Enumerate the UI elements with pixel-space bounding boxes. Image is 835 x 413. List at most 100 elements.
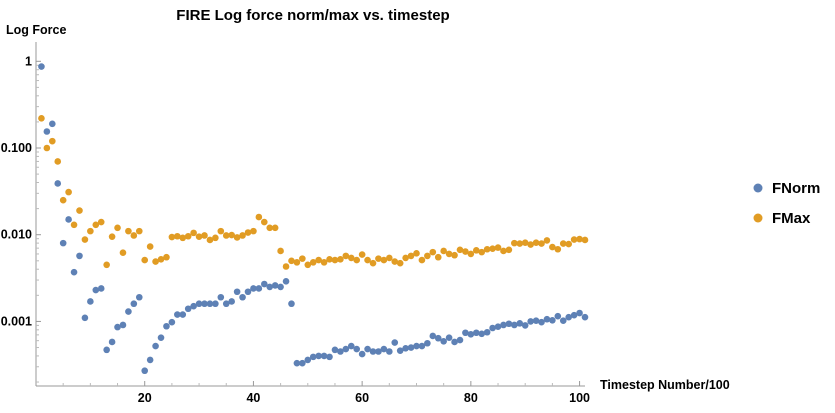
fmax-point	[239, 232, 246, 239]
fnorm-point	[146, 356, 154, 364]
fmax-point	[266, 224, 274, 232]
fnorm-point	[364, 345, 371, 353]
y-tick-label: 0.100	[1, 141, 32, 155]
fnorm-point	[413, 342, 420, 350]
fnorm-point	[190, 302, 197, 310]
fnorm-point	[271, 282, 279, 289]
fmax-point	[315, 256, 322, 264]
fnorm-point	[309, 353, 317, 361]
fnorm-point	[353, 345, 361, 353]
fmax-point	[206, 236, 214, 244]
fmax-point	[76, 207, 83, 214]
fmax-point	[119, 249, 127, 257]
fmax-point	[130, 232, 138, 239]
fmax-point	[92, 221, 100, 229]
fmax-point	[364, 256, 371, 264]
x-tick-label: 60	[355, 391, 369, 405]
fnorm-point	[559, 317, 567, 324]
fnorm-point	[331, 346, 339, 354]
fnorm-point	[424, 339, 431, 347]
fnorm-point	[277, 283, 284, 291]
fnorm-point	[141, 367, 149, 375]
fmax-point	[380, 256, 388, 264]
fmax-point	[43, 144, 51, 152]
fmax-point	[554, 245, 562, 253]
fmax-point	[402, 254, 409, 262]
fmax-point	[293, 259, 301, 266]
fnorm-point	[418, 342, 426, 350]
fmax-point	[261, 218, 268, 226]
x-tick-label: 100	[569, 391, 590, 405]
fnorm-point	[255, 285, 263, 292]
fnorm-point	[266, 283, 274, 291]
fnorm-point	[179, 311, 187, 318]
fmax-point	[424, 252, 431, 260]
fnorm-point	[65, 216, 72, 223]
x-tick-label: 80	[464, 391, 478, 405]
fmax-point	[581, 236, 589, 244]
fmax-point	[179, 234, 187, 242]
fmax-point	[570, 236, 578, 243]
fnorm-point	[54, 180, 62, 187]
fmax-point	[201, 232, 208, 239]
fmax-point	[483, 245, 491, 253]
fnorm-point	[288, 300, 295, 308]
fmax-point	[288, 257, 295, 265]
fnorm-point	[337, 348, 344, 355]
fmax-point	[478, 248, 486, 256]
fmax-point	[369, 259, 377, 267]
fnorm-point	[195, 300, 203, 308]
fnorm-point	[429, 332, 437, 340]
fnorm-point	[505, 320, 513, 328]
x-axis-title: Timestep Number/100	[600, 378, 730, 392]
fmax-point	[54, 158, 62, 165]
fmax-point	[489, 245, 496, 252]
fnorm-point	[250, 285, 257, 292]
fmax-point	[255, 213, 263, 221]
fnorm-point	[125, 308, 132, 315]
series-fmax	[38, 115, 589, 270]
fnorm-point	[538, 318, 545, 326]
fnorm-point	[407, 344, 415, 351]
fnorm-point	[103, 346, 110, 354]
fmax-point	[97, 218, 105, 226]
y-tick-label: 0.001	[1, 314, 32, 328]
fnorm-point	[478, 330, 486, 338]
legend-label: FNorm	[772, 180, 820, 197]
fnorm-point	[462, 329, 469, 337]
fmax-point	[429, 248, 437, 256]
fmax-point	[456, 246, 464, 254]
fnorm-point	[396, 347, 404, 354]
fmax-point	[391, 258, 399, 265]
fnorm-point	[59, 239, 67, 247]
fmax-point	[521, 239, 529, 246]
fmax-point	[157, 256, 165, 263]
fmax-point	[282, 263, 290, 270]
fmax-point	[445, 250, 453, 258]
legend-marker	[753, 183, 763, 193]
legend-label: FMax	[772, 210, 811, 227]
legend-marker	[753, 213, 763, 223]
fmax-point	[277, 247, 284, 255]
fnorm-point	[108, 338, 116, 346]
fmax-point	[386, 254, 393, 262]
fnorm-point	[543, 315, 551, 323]
fmax-point	[418, 256, 426, 264]
fnorm-point	[380, 345, 388, 353]
fmax-point	[184, 232, 192, 240]
fmax-point	[309, 259, 317, 266]
fmax-point	[233, 234, 241, 241]
fnorm-point	[92, 286, 100, 294]
legend-item-fnorm: FNorm	[753, 180, 820, 197]
fmax-point	[559, 240, 567, 247]
fmax-point	[49, 137, 56, 145]
fmax-point	[212, 234, 219, 242]
fnorm-point	[228, 298, 235, 305]
fmax-point	[59, 196, 67, 204]
fmax-point	[152, 258, 159, 265]
fnorm-point	[201, 300, 208, 308]
fnorm-point	[511, 321, 518, 329]
fnorm-point	[244, 288, 252, 296]
fmax-point	[299, 255, 306, 262]
